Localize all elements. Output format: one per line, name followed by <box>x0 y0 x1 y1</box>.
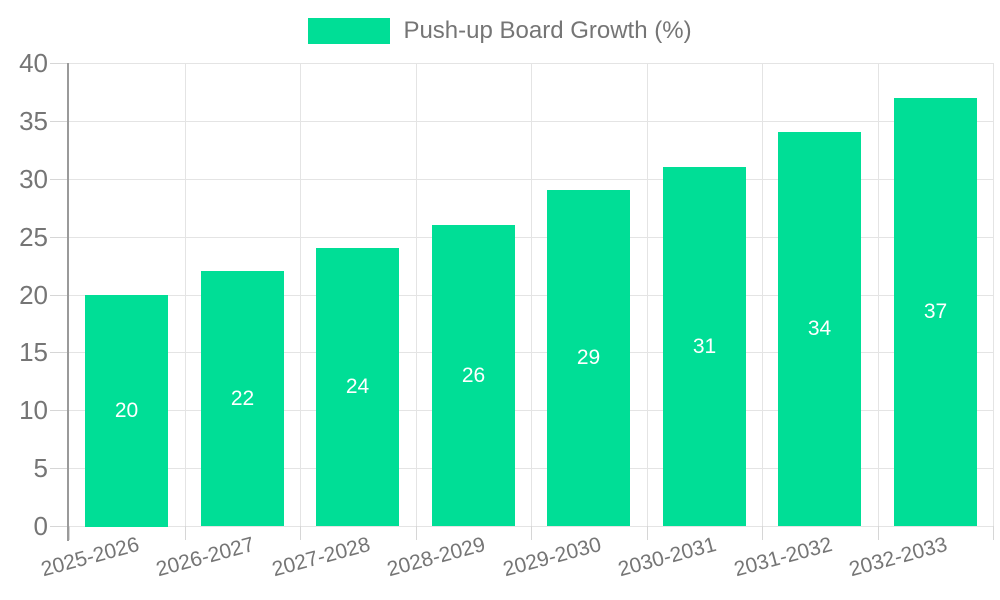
y-axis-tick-label: 20 <box>19 280 48 310</box>
y-tick-mark <box>50 237 69 238</box>
bar-value-label: 26 <box>461 363 486 387</box>
y-axis-tick-label: 30 <box>19 164 48 194</box>
y-axis-tick-label: 0 <box>33 511 48 541</box>
x-tick-mark <box>878 526 879 540</box>
y-axis-tick-label: 25 <box>19 222 48 252</box>
bar-value-label: 34 <box>807 317 832 340</box>
x-axis-tick-label: 2030-2031 <box>615 532 719 582</box>
y-axis-tick-label: 10 <box>19 395 48 425</box>
bar-value-label: 29 <box>576 346 601 369</box>
legend-label: Push-up Board Growth (%) <box>403 17 692 44</box>
gridline-vertical <box>416 63 417 526</box>
y-axis-tick-label: 35 <box>19 106 48 136</box>
gridline-vertical <box>762 63 763 526</box>
bar-value-label: 20 <box>114 399 139 422</box>
x-tick-mark <box>993 526 994 540</box>
y-tick-mark <box>50 63 69 64</box>
legend-item[interactable]: Push-up Board Growth (%) <box>0 17 1000 45</box>
bar-2026-2027[interactable]: 22 <box>201 271 284 526</box>
y-tick-mark <box>50 410 69 411</box>
x-axis-tick-label: 2026-2027 <box>153 532 257 582</box>
x-axis-tick-label: 2027-2028 <box>269 532 373 582</box>
x-axis-tick-label: 2032-2033 <box>846 532 950 582</box>
x-tick-mark <box>69 526 70 540</box>
legend-swatch <box>308 18 391 44</box>
gridline-vertical <box>993 63 994 526</box>
y-tick-mark <box>50 121 69 122</box>
x-tick-mark <box>762 526 763 540</box>
gridline-vertical <box>647 63 648 526</box>
x-tick-mark <box>416 526 417 540</box>
y-axis-tick-label: 5 <box>33 453 48 483</box>
gridline-vertical <box>878 63 879 526</box>
x-tick-mark <box>531 526 532 540</box>
bar-2031-2032[interactable]: 34 <box>778 132 861 526</box>
y-tick-mark <box>50 526 69 527</box>
bar-2028-2029[interactable]: 26 <box>432 225 515 526</box>
bar-value-label: 24 <box>345 375 370 398</box>
x-axis-tick-label: 2025-2026 <box>38 532 142 582</box>
y-tick-mark <box>50 352 69 353</box>
x-axis-tick-label: 2031-2032 <box>731 532 835 582</box>
x-axis-tick-label: 2028-2029 <box>384 532 488 582</box>
x-tick-mark <box>185 526 186 540</box>
x-axis-tick-label: 2029-2030 <box>500 532 604 582</box>
bar-2030-2031[interactable]: 31 <box>663 167 746 526</box>
gridline-vertical <box>300 63 301 526</box>
x-tick-mark <box>300 526 301 540</box>
bar-2025-2026[interactable]: 20 <box>85 295 168 527</box>
y-tick-mark <box>50 179 69 180</box>
x-tick-mark <box>647 526 648 540</box>
y-tick-mark <box>50 468 69 469</box>
y-axis-line <box>67 63 69 541</box>
y-tick-mark <box>50 295 69 296</box>
bar-value-label: 22 <box>230 386 255 410</box>
bar-value-label: 37 <box>923 300 948 323</box>
gridline-vertical <box>531 63 532 526</box>
bar-2032-2033[interactable]: 37 <box>894 98 977 526</box>
bar-2029-2030[interactable]: 29 <box>547 190 630 526</box>
bar-2027-2028[interactable]: 24 <box>316 248 399 526</box>
y-axis-tick-label: 15 <box>19 337 48 367</box>
gridline-vertical <box>185 63 186 526</box>
y-axis-tick-label: 40 <box>19 48 48 78</box>
bar-value-label: 31 <box>692 334 717 358</box>
